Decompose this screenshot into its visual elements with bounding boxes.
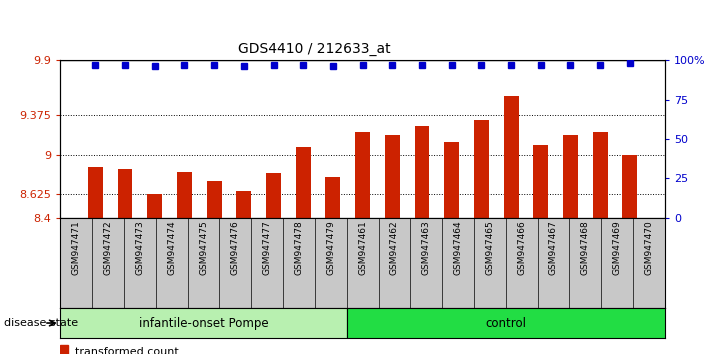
Bar: [415, 126, 429, 218]
Bar: [326, 177, 341, 218]
Text: control: control: [485, 316, 526, 330]
Text: GSM947478: GSM947478: [294, 221, 304, 275]
Bar: [347, 308, 665, 338]
Bar: [207, 181, 222, 218]
Text: GSM947467: GSM947467: [549, 221, 558, 275]
Bar: [60, 308, 347, 338]
Text: GSM947479: GSM947479: [326, 221, 336, 275]
Text: GSM947471: GSM947471: [72, 221, 81, 275]
Title: GDS4410 / 212633_at: GDS4410 / 212633_at: [238, 42, 390, 56]
Bar: [296, 147, 311, 218]
Bar: [622, 155, 637, 218]
Bar: [533, 145, 548, 218]
Bar: [60, 345, 68, 354]
Bar: [117, 170, 132, 218]
Text: GSM947473: GSM947473: [136, 221, 144, 275]
Text: GSM947466: GSM947466: [517, 221, 526, 275]
Bar: [503, 96, 518, 218]
Bar: [444, 142, 459, 218]
Text: GSM947472: GSM947472: [104, 221, 112, 275]
Bar: [385, 135, 400, 218]
Text: disease state: disease state: [4, 318, 77, 328]
Text: GSM947461: GSM947461: [358, 221, 367, 275]
Text: transformed count: transformed count: [75, 347, 178, 354]
Text: GSM947474: GSM947474: [167, 221, 176, 275]
Text: GSM947475: GSM947475: [199, 221, 208, 275]
Text: infantile-onset Pompe: infantile-onset Pompe: [139, 316, 268, 330]
Bar: [177, 171, 192, 218]
Text: GSM947469: GSM947469: [613, 221, 621, 275]
Bar: [593, 132, 608, 218]
Bar: [147, 194, 162, 218]
Text: GSM947476: GSM947476: [231, 221, 240, 275]
Text: GSM947477: GSM947477: [262, 221, 272, 275]
Text: GSM947464: GSM947464: [454, 221, 463, 275]
Bar: [236, 192, 251, 218]
Bar: [356, 132, 370, 218]
Text: GSM947468: GSM947468: [581, 221, 589, 275]
Text: GSM947463: GSM947463: [422, 221, 431, 275]
Bar: [266, 172, 281, 218]
Text: GSM947470: GSM947470: [644, 221, 653, 275]
Bar: [474, 120, 489, 218]
Bar: [88, 167, 103, 218]
Text: GSM947462: GSM947462: [390, 221, 399, 275]
Text: GSM947465: GSM947465: [486, 221, 494, 275]
Bar: [563, 135, 578, 218]
